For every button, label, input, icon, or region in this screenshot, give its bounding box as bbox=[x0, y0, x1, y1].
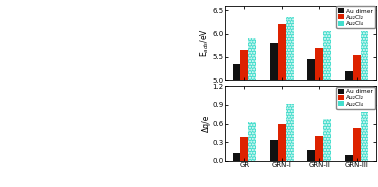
Bar bbox=[270, 43, 278, 187]
Bar bbox=[323, 31, 331, 187]
Bar bbox=[232, 153, 240, 161]
Bar bbox=[353, 55, 361, 187]
Bar bbox=[240, 50, 248, 187]
Bar bbox=[345, 155, 353, 161]
Bar bbox=[248, 122, 256, 161]
Bar bbox=[307, 150, 315, 161]
Bar bbox=[307, 59, 315, 187]
Y-axis label: Δq/e: Δq/e bbox=[202, 115, 211, 132]
Bar bbox=[286, 17, 294, 187]
Bar bbox=[248, 38, 256, 187]
Bar bbox=[248, 38, 256, 187]
Legend: Au dimer, Au₂Cl₂, Au₂Cl₄: Au dimer, Au₂Cl₂, Au₂Cl₄ bbox=[336, 87, 375, 109]
Bar bbox=[240, 137, 248, 161]
Bar bbox=[361, 31, 369, 187]
Bar bbox=[315, 47, 323, 187]
Bar bbox=[361, 112, 369, 161]
Bar bbox=[361, 112, 369, 161]
Legend: Au dimer, Au₂Cl₂, Au₂Cl₄: Au dimer, Au₂Cl₂, Au₂Cl₄ bbox=[336, 6, 375, 28]
Bar bbox=[353, 128, 361, 161]
Bar bbox=[286, 104, 294, 161]
Bar bbox=[323, 119, 331, 161]
Bar bbox=[232, 64, 240, 187]
Bar bbox=[278, 123, 286, 161]
Y-axis label: E$_{ads}$/eV: E$_{ads}$/eV bbox=[198, 28, 211, 57]
Bar bbox=[361, 31, 369, 187]
Bar bbox=[286, 17, 294, 187]
Bar bbox=[278, 24, 286, 187]
Bar bbox=[315, 136, 323, 161]
Bar bbox=[323, 119, 331, 161]
Bar bbox=[270, 140, 278, 161]
Bar bbox=[248, 122, 256, 161]
Bar bbox=[286, 104, 294, 161]
Bar bbox=[345, 71, 353, 187]
Bar bbox=[323, 31, 331, 187]
